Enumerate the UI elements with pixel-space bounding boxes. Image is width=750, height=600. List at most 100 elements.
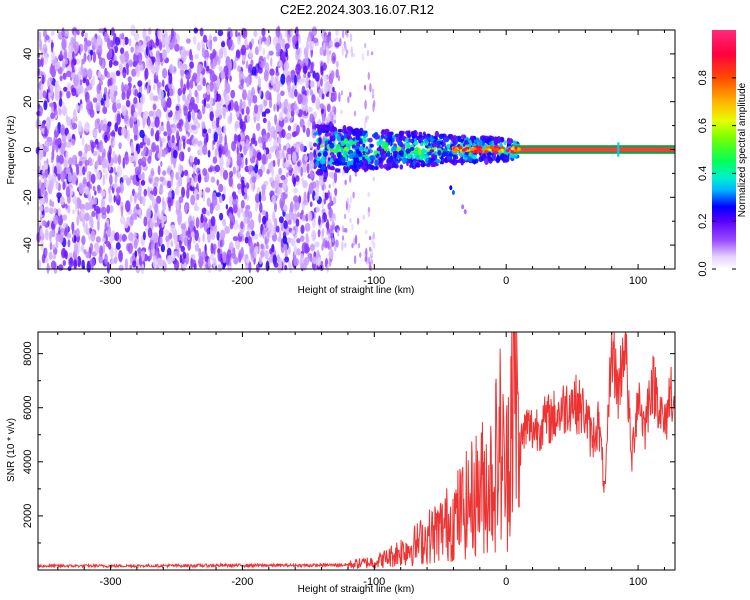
- spectrogram-cell: [194, 89, 198, 98]
- spectrogram-cell: [48, 173, 52, 182]
- spectrogram-cell: [276, 92, 281, 105]
- spectrogram-cell: [137, 264, 141, 270]
- spectrogram-cell: [92, 150, 98, 156]
- spectrogram-cell: [424, 138, 428, 144]
- spectrogram-cell: [64, 29, 70, 37]
- spectrogram-cell: [282, 235, 288, 244]
- spectrogram-cell: [132, 252, 136, 261]
- spectrogram-cell: [249, 219, 255, 231]
- spectrogram-cell: [90, 230, 96, 242]
- spectrogram-cell: [202, 168, 208, 176]
- spectrogram-cell: [235, 49, 241, 59]
- spectrogram-cell: [282, 193, 286, 206]
- snr-y-tick-label: 8000: [22, 341, 34, 365]
- spectrogram-cell: [72, 51, 75, 60]
- spectrogram-cell: [76, 163, 80, 176]
- spectrogram-cell: [349, 174, 352, 183]
- spectrogram-cell: [274, 202, 277, 213]
- spectrogram-cell: [96, 118, 100, 125]
- spectrogram-cell: [154, 222, 158, 228]
- spectrogram-x-label: Height of straight line (km): [298, 285, 415, 296]
- spectrogram-cell: [229, 30, 233, 38]
- spectrogram-cell: [87, 181, 90, 187]
- spectrogram-cell: [45, 196, 49, 204]
- spectrogram-cell: [346, 32, 349, 38]
- spectrogram-cell: [147, 186, 151, 197]
- spectrogram-cell: [237, 183, 242, 190]
- spectrogram-cell: [57, 214, 64, 226]
- spectrogram-cell: [84, 32, 88, 39]
- spectrogram-cell: [223, 185, 227, 196]
- spectrogram-cell: [284, 256, 290, 263]
- spectrogram-cell: [147, 79, 151, 86]
- spectrogram-cell: [321, 218, 325, 224]
- spectrogram-cell: [340, 109, 343, 115]
- spectrogram-cell: [345, 166, 349, 174]
- spectrogram-cell: [189, 61, 195, 69]
- spectrogram-cell: [237, 170, 241, 180]
- spectrogram-cell: [263, 99, 268, 107]
- spectrogram-cell: [309, 201, 313, 207]
- spectrogram-cell: [272, 130, 278, 141]
- spectrogram-cell: [173, 157, 176, 169]
- spectrogram-cell: [353, 160, 356, 167]
- spectrogram-cell: [94, 190, 97, 196]
- spectrogram-cell: [137, 80, 143, 87]
- spectrogram-cell: [108, 47, 113, 59]
- spectrogram-cell: [175, 171, 179, 181]
- spectrogram-cell: [121, 91, 126, 101]
- spectrogram-cell: [118, 250, 123, 262]
- spectrogram-cell: [157, 54, 161, 66]
- spectrogram-cell: [307, 106, 313, 112]
- spectrogram-cell: [484, 150, 489, 154]
- spectrogram-cell: [73, 109, 77, 120]
- spectrogram-cell: [443, 148, 448, 152]
- spectrogram-cell: [189, 220, 195, 229]
- spectrogram-cell: [228, 175, 233, 188]
- spectrogram-cell: [333, 90, 337, 102]
- spectrogram-cell: [169, 63, 174, 74]
- spectrogram-cell: [300, 235, 305, 242]
- spectrogram-cell: [41, 123, 46, 129]
- spectrogram-cell: [130, 174, 133, 181]
- spectrogram-cell: [86, 40, 92, 47]
- spectrogram-cell: [309, 160, 313, 171]
- spectrogram-cell: [235, 135, 239, 142]
- spectrogram-cell: [439, 161, 444, 165]
- spectrogram-cell: [369, 155, 375, 161]
- spectrogram-cell: [45, 248, 48, 257]
- spectrogram-cell: [481, 140, 486, 146]
- spectrogram-cell: [177, 246, 180, 258]
- spectrogram-cell: [202, 128, 208, 134]
- spectrogram-cell: [163, 131, 168, 137]
- spectrogram-cell: [73, 234, 77, 242]
- spectrogram-cell: [48, 90, 51, 101]
- spectrogram-cell: [161, 137, 166, 143]
- spectrogram-cell: [300, 253, 304, 262]
- spectrogram-cell: [300, 166, 303, 177]
- spectrogram-cell: [453, 148, 458, 152]
- spectrogram-cell: [49, 77, 53, 83]
- spectrogram-cell: [205, 103, 211, 109]
- spectrogram-cell: [293, 177, 296, 187]
- spectrogram-cell: [254, 46, 259, 56]
- spectrogram-cell: [67, 204, 71, 214]
- spectrogram-cell: [274, 114, 277, 125]
- spectrogram-cell: [380, 157, 384, 165]
- spectrogram-cell: [142, 116, 146, 129]
- spectrogram-x-tick-label: 100: [629, 275, 647, 287]
- spectrogram-cell: [283, 116, 289, 124]
- spectrogram-cell: [321, 243, 324, 251]
- spectrogram-cell: [243, 187, 248, 194]
- spectrogram-cell: [71, 177, 76, 185]
- spectrogram-cell: [298, 33, 301, 44]
- spectrogram-cell: [261, 209, 267, 216]
- spectrogram-cell: [49, 66, 53, 75]
- spectrogram-cell: [294, 89, 298, 97]
- spectrogram-cell: [122, 37, 125, 47]
- spectrogram-cell: [102, 174, 106, 186]
- spectrogram-cell: [102, 123, 108, 132]
- spectrogram-cell: [273, 262, 279, 268]
- spectrogram-cell: [314, 241, 320, 248]
- spectrogram-cell: [197, 236, 201, 243]
